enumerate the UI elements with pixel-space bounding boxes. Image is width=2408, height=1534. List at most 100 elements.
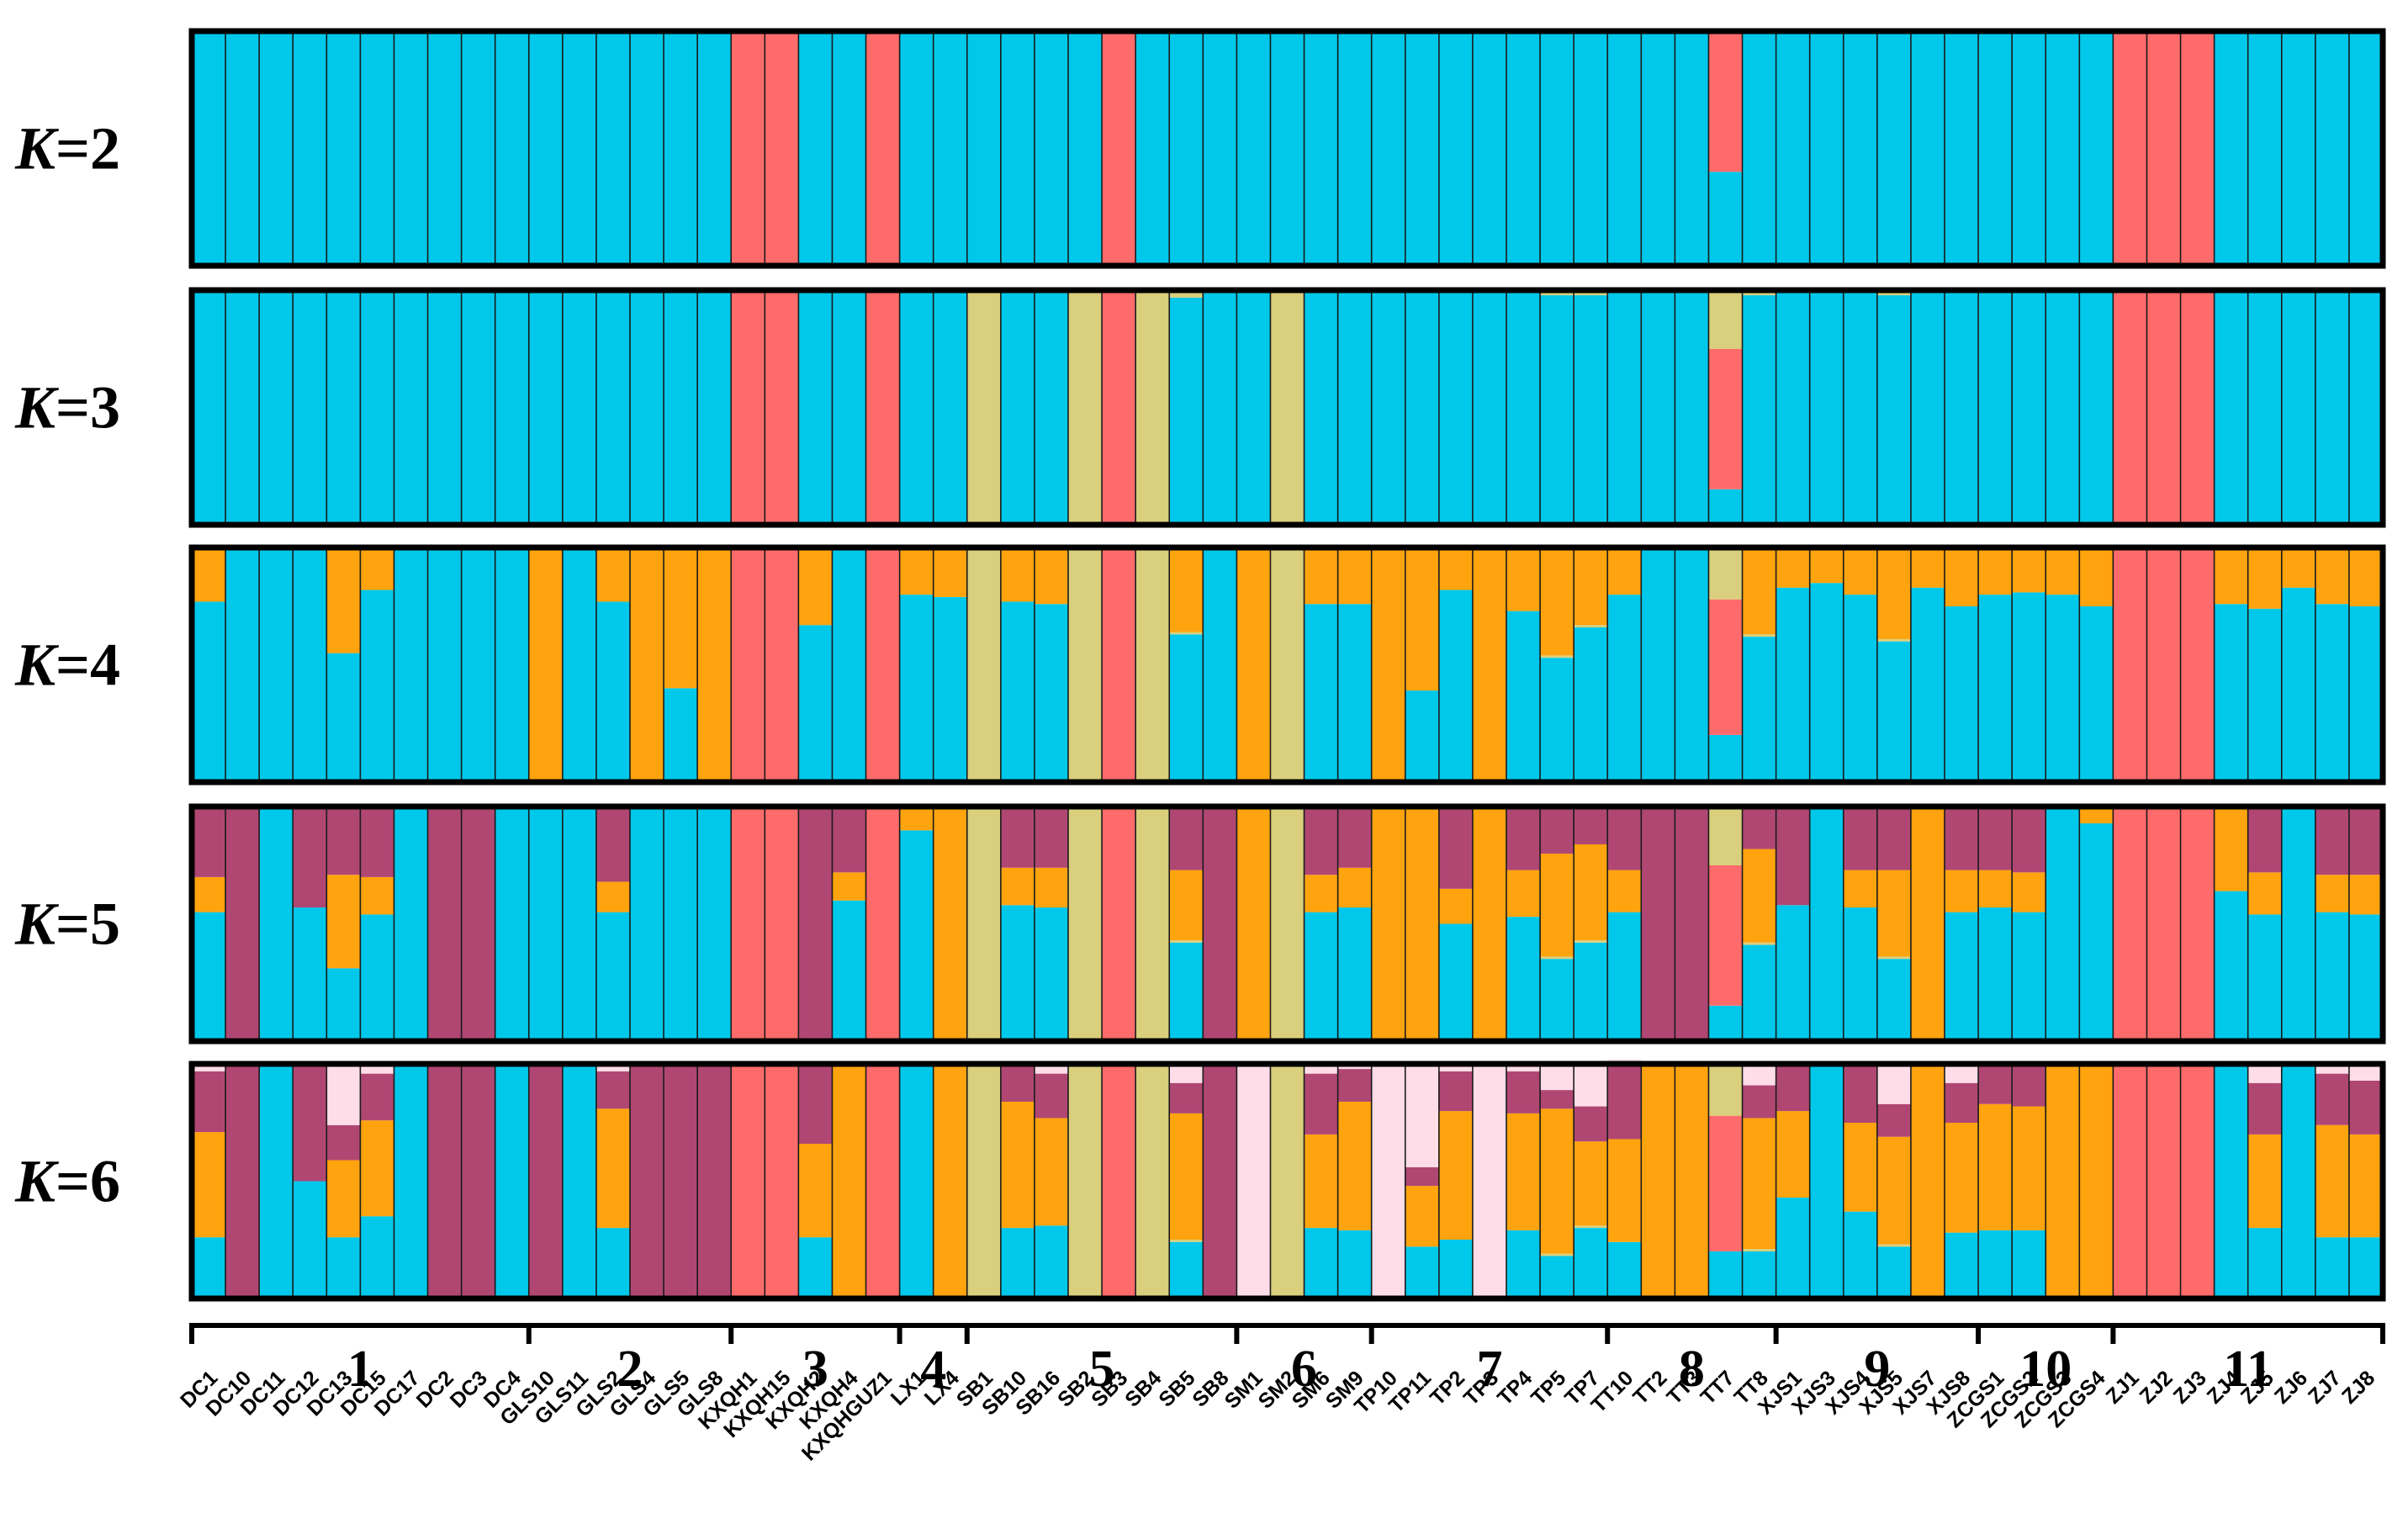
group-label: 9 bbox=[1864, 1341, 1890, 1398]
bar-LX1 bbox=[898, 547, 934, 782]
bar-ZJ8 bbox=[2348, 807, 2383, 1041]
segment-cyan bbox=[1270, 31, 1305, 266]
segment-cyan bbox=[394, 547, 428, 782]
segment-cyan bbox=[1405, 290, 1439, 525]
segment-pink bbox=[1304, 1064, 1338, 1074]
bar-SB10 bbox=[1000, 807, 1035, 1041]
segment-cyan bbox=[899, 595, 934, 782]
bar-TP2 bbox=[1438, 547, 1473, 782]
bar-DC4 bbox=[494, 290, 529, 525]
segment-purple bbox=[528, 1064, 563, 1299]
segment-orange bbox=[1034, 547, 1068, 605]
segment-khaki bbox=[1169, 939, 1204, 943]
segment-cyan bbox=[1607, 595, 1642, 782]
segment-cyan bbox=[259, 31, 294, 266]
bar-SB1 bbox=[966, 31, 1001, 266]
segment-pink bbox=[1236, 1064, 1271, 1299]
segment-orange bbox=[1945, 1123, 1979, 1233]
bar-XJS5 bbox=[1876, 290, 1911, 525]
segment-cyan bbox=[1203, 290, 1237, 525]
segment-orange bbox=[2012, 872, 2046, 912]
bar-XJS1 bbox=[1775, 31, 1810, 266]
segment-cyan bbox=[326, 968, 361, 1041]
segment-cyan bbox=[832, 290, 866, 525]
bar-SM2 bbox=[1269, 1064, 1305, 1299]
bar-GLS2 bbox=[595, 1064, 630, 1299]
k-letter: K bbox=[14, 632, 60, 699]
segment-red bbox=[765, 1064, 799, 1299]
segment-cyan bbox=[1034, 290, 1068, 525]
segment-cyan bbox=[1169, 1241, 1204, 1299]
panel-frame bbox=[188, 544, 2386, 786]
segment-orange bbox=[1742, 547, 1776, 635]
segment-orange bbox=[2281, 547, 2315, 588]
bar-SM6 bbox=[1303, 547, 1338, 782]
bar-SB5 bbox=[1168, 807, 1204, 1041]
bar-TP2 bbox=[1438, 1064, 1473, 1299]
bar-ZJ7 bbox=[2315, 290, 2349, 525]
segment-cyan bbox=[1776, 1197, 1810, 1299]
segment-orange bbox=[1236, 807, 1271, 1041]
bar-ZJ7 bbox=[2315, 31, 2349, 266]
bar-ZJ1 bbox=[2112, 1064, 2147, 1299]
segment-cyan bbox=[1540, 959, 1574, 1041]
bar-ZJ2 bbox=[2146, 290, 2181, 525]
segment-orange bbox=[2079, 547, 2114, 606]
segment-orange bbox=[2247, 547, 2282, 609]
segment-purple bbox=[1540, 807, 1574, 854]
segment-orange bbox=[1405, 1186, 1439, 1247]
segment-purple bbox=[1945, 807, 1979, 870]
segment-cyan bbox=[528, 31, 563, 266]
segment-cyan bbox=[1540, 658, 1574, 782]
segment-cyan bbox=[259, 290, 294, 525]
segment-orange bbox=[360, 876, 394, 915]
bar-ZJ3 bbox=[2179, 290, 2215, 525]
segment-purple bbox=[1438, 807, 1473, 889]
bar-KXQH4 bbox=[831, 290, 866, 525]
bar-GLS4 bbox=[629, 807, 664, 1041]
segment-orange bbox=[899, 807, 934, 831]
group-label: 5 bbox=[1089, 1341, 1115, 1398]
segment-khaki bbox=[1876, 1244, 1911, 1247]
segment-orange bbox=[1978, 1103, 2013, 1230]
bar-GLS5 bbox=[663, 807, 698, 1041]
segment-purple bbox=[1607, 1064, 1642, 1140]
bar-XJS5 bbox=[1876, 547, 1911, 782]
bar-XJS3 bbox=[1808, 31, 1844, 266]
bar-TP11 bbox=[1404, 1064, 1439, 1299]
bar-SB5 bbox=[1168, 290, 1204, 525]
segment-khaki bbox=[1876, 638, 1911, 642]
segment-cyan bbox=[1034, 907, 1068, 1041]
group-label: 10 bbox=[2019, 1341, 2072, 1398]
panel-frame bbox=[188, 1061, 2386, 1302]
segment-orange bbox=[2247, 1134, 2282, 1229]
segment-orange bbox=[1910, 547, 1945, 588]
segment-purple bbox=[1000, 807, 1035, 868]
segment-khaki bbox=[1574, 625, 1608, 628]
bar-ZJ3 bbox=[2179, 547, 2215, 782]
segment-purple bbox=[326, 1124, 361, 1161]
segment-orange bbox=[1776, 547, 1810, 588]
bar-DC11 bbox=[258, 1064, 294, 1299]
segment-red bbox=[865, 1064, 900, 1299]
k-value: =4 bbox=[56, 632, 120, 699]
segment-orange bbox=[1607, 547, 1642, 595]
segment-cyan bbox=[664, 290, 698, 525]
bar-XJS1 bbox=[1775, 290, 1810, 525]
segment-cyan bbox=[1000, 601, 1035, 782]
segment-orange bbox=[1371, 547, 1405, 782]
segment-purple bbox=[798, 1064, 833, 1145]
segment-khaki bbox=[1708, 807, 1743, 865]
segment-cyan bbox=[293, 1181, 327, 1299]
bar-TP7 bbox=[1573, 290, 1608, 525]
segment-cyan bbox=[1034, 604, 1068, 782]
segment-pink bbox=[1574, 1064, 1608, 1107]
segment-cyan bbox=[192, 912, 226, 1041]
bar-ZCGS3 bbox=[2045, 1064, 2080, 1299]
segment-khaki bbox=[1708, 290, 1743, 349]
segment-cyan bbox=[2315, 912, 2349, 1041]
segment-purple bbox=[1843, 807, 1877, 870]
segment-cyan bbox=[394, 290, 428, 525]
segment-cyan bbox=[2045, 31, 2080, 266]
